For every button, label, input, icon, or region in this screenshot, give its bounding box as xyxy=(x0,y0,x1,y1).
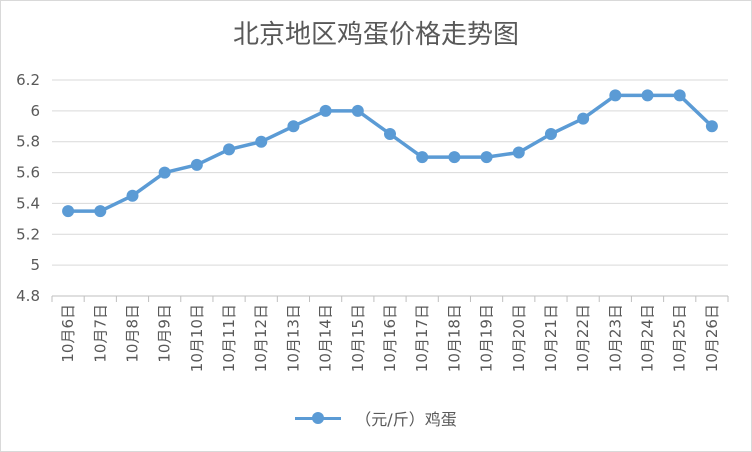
data-point xyxy=(544,128,557,140)
data-point xyxy=(126,189,139,202)
data-point xyxy=(641,89,654,102)
data-point xyxy=(158,166,171,179)
x-tick-label: 10月14日 xyxy=(317,304,335,372)
data-point xyxy=(705,120,718,133)
y-tick-label: 5.8 xyxy=(16,133,40,151)
x-tick-label: 10月13日 xyxy=(284,304,302,372)
legend-swatch-icon xyxy=(295,408,342,428)
data-point xyxy=(673,89,686,102)
x-tick-label: 10月26日 xyxy=(703,304,721,372)
x-tick-label: 10月8日 xyxy=(123,304,141,363)
series-line xyxy=(68,93,714,213)
data-point xyxy=(62,205,75,218)
y-tick-label: 5 xyxy=(30,256,40,274)
data-point xyxy=(351,104,364,117)
y-tick-label: 5.4 xyxy=(16,194,40,212)
data-point xyxy=(512,146,525,159)
y-axis-tick-labels: 4.8 5 5.2 5.4 5.6 5.8 6 6.2 xyxy=(16,71,40,305)
data-point xyxy=(480,151,493,164)
y-tick-label: 5.6 xyxy=(16,164,40,182)
x-tick-label: 10月25日 xyxy=(671,304,689,372)
x-tick-label: 10月19日 xyxy=(478,304,496,372)
x-tick-label: 10月18日 xyxy=(445,304,463,372)
data-point xyxy=(416,151,429,164)
x-tick-label: 10月21日 xyxy=(542,304,560,372)
legend: （元/斤）鸡蛋 xyxy=(0,406,752,430)
data-point xyxy=(319,104,332,117)
x-tick-label: 10月22日 xyxy=(574,304,592,372)
data-point xyxy=(190,158,203,171)
y-tick-label: 6 xyxy=(30,102,40,120)
x-tick-label: 10月20日 xyxy=(510,304,528,372)
data-point xyxy=(384,128,396,140)
gridlines xyxy=(52,79,728,297)
x-tick-label: 10月12日 xyxy=(252,304,270,372)
x-tick-label: 10月24日 xyxy=(639,304,657,372)
x-axis: 10月6日 10月7日 10月8日 10月9日 10月10日 10月11日 10月12日 10… xyxy=(51,295,729,372)
x-tick-label: 10月7日 xyxy=(91,304,109,363)
x-tick-label: 10月6日 xyxy=(59,304,77,363)
data-point xyxy=(223,143,236,156)
x-tick-label: 10月10日 xyxy=(188,304,206,372)
data-point xyxy=(609,89,622,102)
x-tick-label: 10月11日 xyxy=(220,304,238,372)
chart-title: 北京地区鸡蛋价格走势图 xyxy=(232,20,519,50)
y-tick-label: 6.2 xyxy=(16,71,40,89)
series-eggs xyxy=(62,89,718,218)
legend-label: （元/斤）鸡蛋 xyxy=(355,410,457,429)
y-tick-label: 5.2 xyxy=(16,225,40,243)
data-point xyxy=(287,120,300,133)
x-tick-label: 10月15日 xyxy=(349,304,367,372)
data-point xyxy=(577,112,590,125)
x-tick-label: 10月23日 xyxy=(606,304,624,372)
y-tick-label: 4.8 xyxy=(16,287,40,305)
data-point xyxy=(255,135,268,148)
x-tick-label: 10月9日 xyxy=(156,304,174,363)
data-point xyxy=(448,151,461,164)
x-tick-label: 10月16日 xyxy=(381,304,399,372)
x-tick-label: 10月17日 xyxy=(413,304,431,372)
data-point xyxy=(94,205,107,218)
